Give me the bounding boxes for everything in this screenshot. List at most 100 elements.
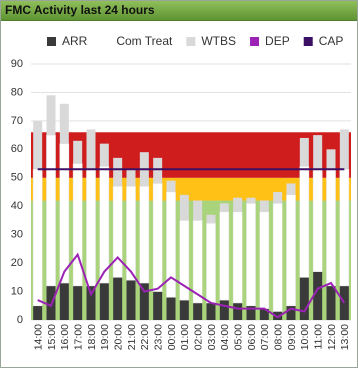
bar-segment bbox=[46, 95, 56, 136]
bar-segment bbox=[273, 311, 283, 320]
bar-segment bbox=[259, 200, 269, 212]
x-tick-label: 04:00 bbox=[219, 324, 231, 350]
bar-segment bbox=[219, 203, 229, 212]
legend-swatch bbox=[101, 37, 111, 46]
bar-segment bbox=[246, 305, 256, 320]
legend-label: Com Treat bbox=[116, 34, 173, 48]
bar-segment bbox=[206, 214, 216, 224]
bar-segment bbox=[299, 137, 309, 167]
threshold-band bbox=[31, 200, 351, 320]
y-tick-label: 50 bbox=[11, 172, 23, 184]
y-tick-label: 0 bbox=[17, 314, 23, 326]
bar-segment bbox=[86, 285, 96, 320]
x-tick-label: 20:00 bbox=[112, 324, 124, 350]
bar-segment bbox=[59, 103, 69, 144]
bar-segment bbox=[46, 285, 56, 320]
y-tick-label: 80 bbox=[11, 86, 23, 98]
bar-segment bbox=[233, 302, 243, 320]
bar-segment bbox=[33, 305, 43, 320]
bar-segment bbox=[339, 285, 349, 320]
y-tick-label: 10 bbox=[11, 285, 23, 297]
x-tick-label: 22:00 bbox=[139, 324, 151, 350]
bar-segment bbox=[86, 129, 96, 170]
legend-label: ARR bbox=[62, 34, 88, 48]
x-tick-label: 23:00 bbox=[152, 324, 164, 350]
bar-segment bbox=[259, 211, 270, 309]
bar-segment bbox=[73, 285, 83, 320]
bar-segment bbox=[272, 203, 283, 312]
bar-segment bbox=[206, 302, 216, 320]
bar-segment bbox=[86, 168, 96, 287]
bar-segment bbox=[219, 300, 229, 320]
x-tick-label: 13:00 bbox=[339, 324, 351, 350]
x-tick-label: 18:00 bbox=[86, 324, 98, 350]
x-tick-label: 17:00 bbox=[72, 324, 84, 350]
bar-segment bbox=[72, 163, 83, 287]
x-tick-label: 16:00 bbox=[59, 324, 71, 350]
bar-segment bbox=[313, 271, 323, 320]
bar-segment bbox=[246, 197, 256, 204]
bar-segment bbox=[126, 169, 136, 187]
legend-label: CAP bbox=[319, 34, 344, 48]
bar-segment bbox=[99, 143, 109, 167]
bar-segment bbox=[299, 166, 310, 278]
bar-segment bbox=[259, 308, 269, 320]
bar-segment bbox=[233, 197, 243, 212]
x-tick-label: 01:00 bbox=[179, 324, 191, 350]
bar-segment bbox=[59, 283, 69, 320]
bar-segment bbox=[326, 149, 336, 170]
bar-segment bbox=[313, 135, 323, 170]
y-tick-label: 30 bbox=[11, 229, 23, 241]
legend-label: DEP bbox=[265, 34, 290, 48]
y-tick-label: 60 bbox=[11, 143, 23, 155]
legend-label: WTBS bbox=[201, 34, 236, 48]
bar-segment bbox=[32, 168, 43, 307]
bar-segment bbox=[339, 168, 350, 287]
bar-segment bbox=[193, 200, 203, 221]
y-tick-label: 40 bbox=[11, 200, 23, 212]
bar-segment bbox=[339, 129, 349, 170]
bar-segment bbox=[126, 186, 136, 281]
bar-segment bbox=[113, 277, 123, 320]
bar-segment bbox=[299, 277, 309, 320]
legend-swatch bbox=[303, 37, 313, 46]
x-tick-label: 07:00 bbox=[259, 324, 271, 350]
bar-segment bbox=[139, 186, 150, 284]
x-tick-label: 05:00 bbox=[232, 324, 244, 350]
bar-segment bbox=[273, 192, 283, 204]
bar-segment bbox=[312, 168, 323, 272]
bar-segment bbox=[326, 285, 336, 320]
bar-segment bbox=[286, 194, 296, 307]
bar-segment bbox=[113, 157, 123, 187]
legend-swatch bbox=[47, 37, 56, 46]
bar-segment bbox=[153, 291, 163, 320]
y-tick-label: 90 bbox=[11, 58, 23, 70]
y-tick-label: 20 bbox=[11, 257, 23, 269]
bar-segment bbox=[166, 180, 176, 192]
legend-swatch bbox=[250, 37, 260, 46]
line-series bbox=[37, 252, 346, 319]
bar-segment bbox=[193, 302, 203, 320]
bar-segment bbox=[246, 203, 256, 307]
x-tick-label: 09:00 bbox=[286, 324, 298, 350]
x-tick-label: 06:00 bbox=[246, 324, 258, 350]
x-tick-label: 00:00 bbox=[166, 324, 178, 350]
bar-segment bbox=[33, 120, 43, 170]
bar-segment bbox=[286, 305, 296, 320]
bar-segment bbox=[166, 297, 176, 320]
bar-segment bbox=[326, 168, 336, 287]
bar-segment bbox=[206, 222, 216, 304]
x-tick-label: 02:00 bbox=[192, 324, 204, 350]
bar-segment bbox=[153, 157, 163, 184]
bar-segment bbox=[219, 211, 230, 301]
x-tick-label: 10:00 bbox=[299, 324, 311, 350]
x-tick-label: 14:00 bbox=[32, 324, 44, 350]
bar-segment bbox=[179, 194, 189, 221]
bar-segment bbox=[59, 143, 70, 284]
panel-title: FMC Activity last 24 hours bbox=[1, 1, 357, 21]
bar-segment bbox=[192, 220, 203, 304]
bar-segment bbox=[99, 166, 110, 284]
x-tick-label: 21:00 bbox=[126, 324, 138, 350]
